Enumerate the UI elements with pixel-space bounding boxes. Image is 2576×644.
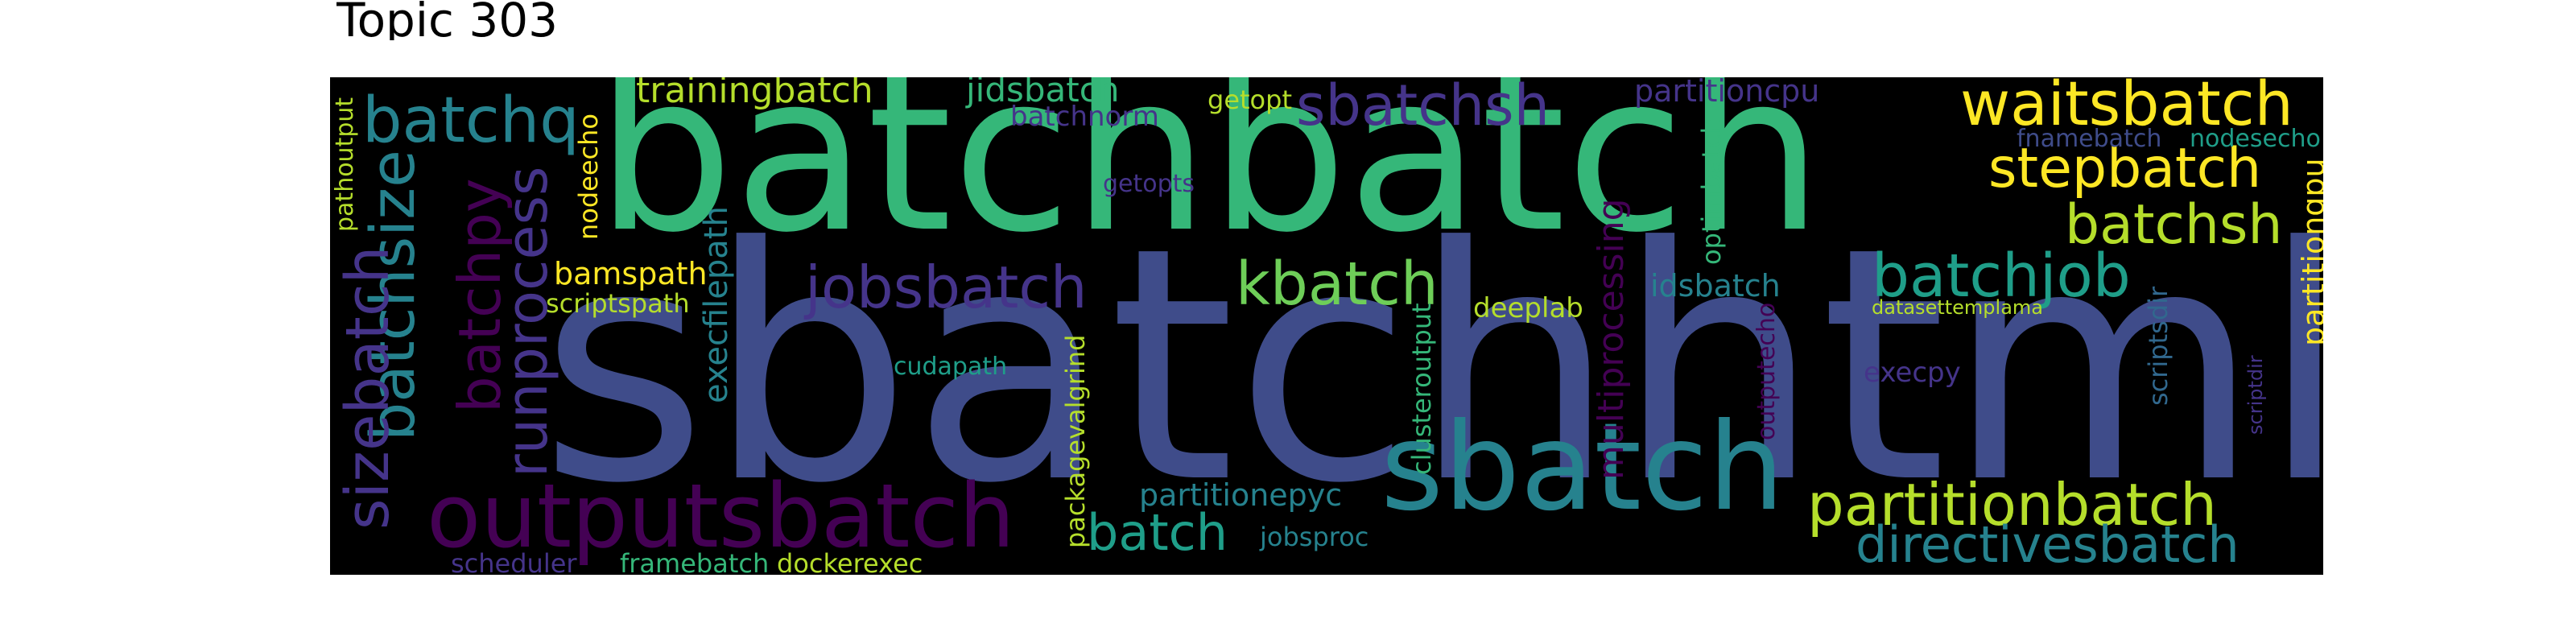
word-clusteroutput: clusteroutput — [1406, 303, 1437, 475]
word-outputsbatch: outputsbatch — [427, 464, 1015, 568]
word-batchq: batchq — [362, 85, 580, 157]
word-trainingbatch: trainingbatch — [636, 77, 873, 111]
word-scheduler: scheduler — [451, 548, 577, 575]
word-waitsbatch: waitsbatch — [1960, 77, 2293, 139]
word-sizebatch: sizebatch — [333, 246, 402, 530]
word-batchnorm: batchnorm — [1010, 101, 1159, 133]
word-partitioncpu: partitioncpu — [1634, 77, 1820, 109]
word-bamspath: bamspath — [554, 256, 708, 291]
word-getopts: getopts — [1103, 170, 1195, 198]
word-pathoutput: pathoutput — [331, 97, 359, 232]
word-cloud: batchbatch sbatchhtml sbatch outputsbatc… — [330, 77, 2323, 575]
word-stepbatch: stepbatch — [1988, 137, 2262, 200]
word-kbatch: kbatch — [1236, 250, 1439, 319]
chart-title: Topic 303 — [336, 0, 559, 40]
word-jobsproc: jobsproc — [1260, 522, 1369, 552]
word-datasettemplama: datasettemplama — [1872, 296, 2043, 319]
word-nodeecho: nodeecho — [573, 114, 604, 240]
word-deeplab: deeplab — [1473, 292, 1583, 324]
word-scriptdir: scriptdir — [2244, 355, 2267, 435]
word-batchsh: batchsh — [2065, 193, 2283, 257]
word-nodesecho: nodesecho — [2190, 125, 2321, 153]
word-outputecho: outputecho — [1752, 302, 1781, 440]
word-execfilepath: execfilepath — [698, 206, 735, 403]
word-framebatch: framebatch — [620, 548, 770, 575]
word-partitionepyc: partitionepyc — [1139, 477, 1343, 513]
word-partitiongpu: partitiongpu — [2296, 158, 2323, 346]
word-sbatchsh: sbatchsh — [1296, 77, 1550, 138]
word-fnamebatch: fnamebatch — [2017, 125, 2162, 153]
word-scriptsdir: scriptsdir — [2143, 286, 2174, 406]
word-batch: batch — [1087, 503, 1228, 562]
word-dockerexec: dockerexec — [777, 548, 923, 575]
word-jobsbatch: jobsbatch — [805, 254, 1088, 321]
word-idsbatch: idsbatch — [1650, 268, 1781, 303]
word-runprocess: runprocess — [494, 166, 560, 477]
word-scriptspath: scriptspath — [546, 288, 690, 319]
word-optimbatch: optimbatch — [1696, 118, 1727, 265]
word-batchjob: batchjob — [1872, 242, 2131, 311]
word-execpy: execpy — [1864, 357, 1961, 389]
word-sbatchhtml: sbatchhtml — [539, 180, 2323, 554]
word-getopt: getopt — [1208, 85, 1292, 115]
word-jidsbatch: jidsbatch — [966, 77, 1120, 109]
word-partitionbatch: partitionbatch — [1807, 471, 2217, 539]
word-sbatch: sbatch — [1381, 398, 1785, 538]
word-cudapath: cudapath — [894, 353, 1008, 381]
word-packagevalgrind: packagevalgrind — [1060, 334, 1091, 548]
word-multiprocessing: multiprocessing — [1591, 198, 1632, 480]
word-batchbatch: batchbatch — [596, 77, 1823, 280]
word-directivesbatch: directivesbatch — [1856, 515, 2240, 574]
